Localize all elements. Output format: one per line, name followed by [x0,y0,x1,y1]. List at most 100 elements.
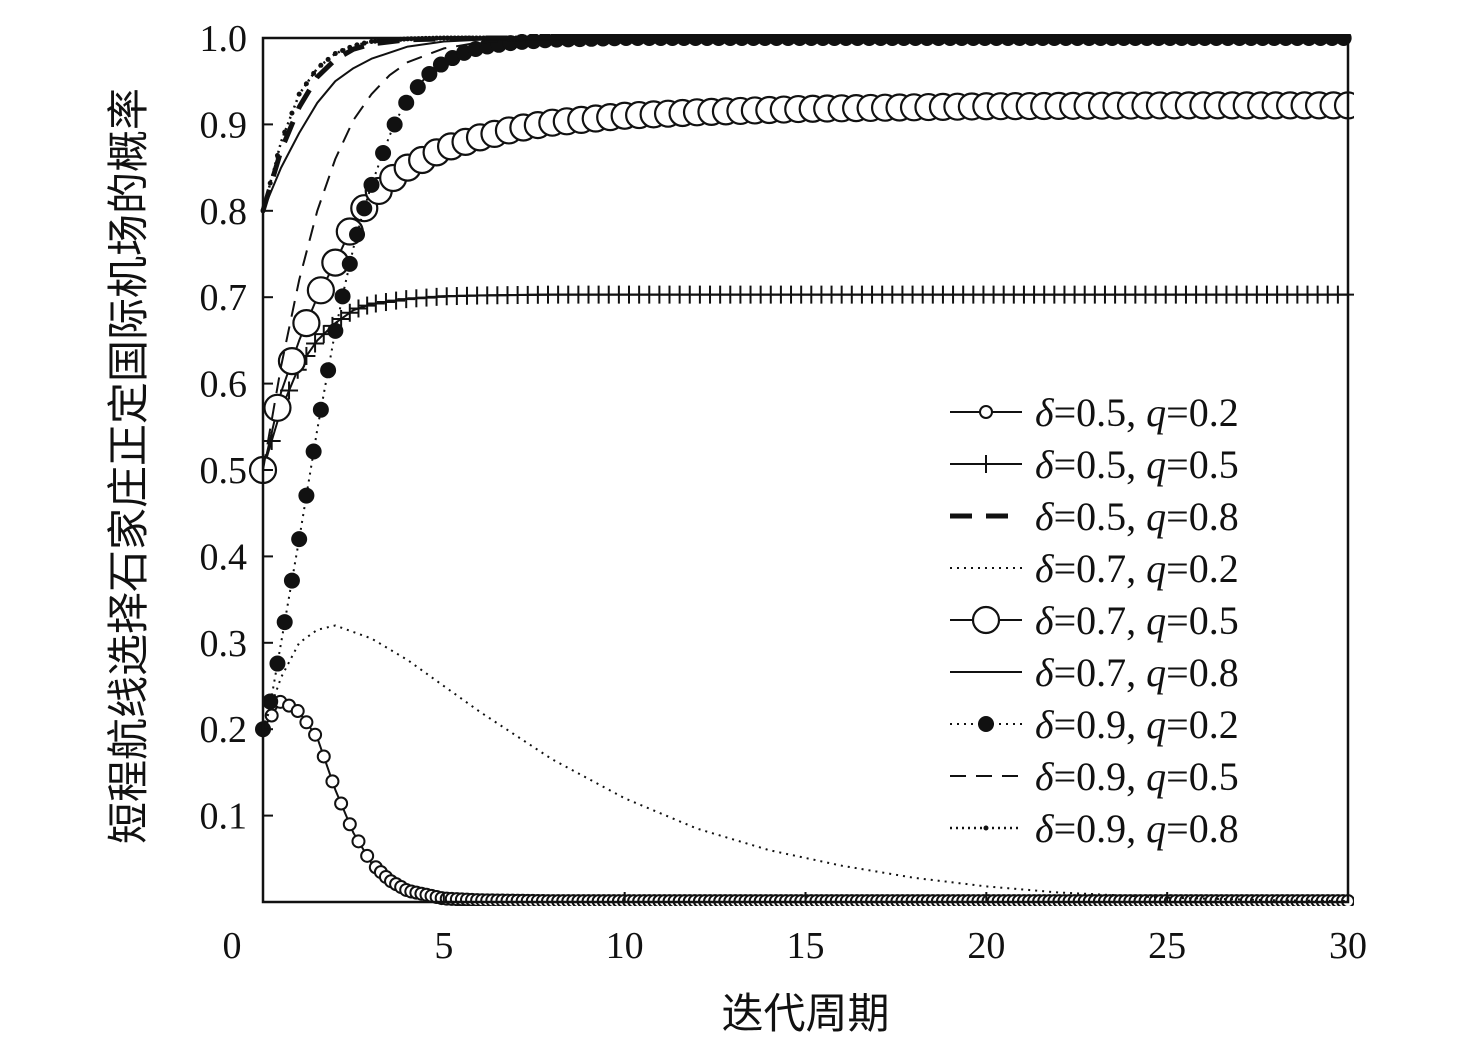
legend-q-symbol: q [1146,702,1166,747]
x-axis-label: 迭代周期 [721,992,889,1038]
data-point [262,693,279,710]
ticks-layer: 0 5 10 15 20 25 30 0.1 0.2 0.3 0.4 0.5 0.6 0.7 0.8 0.9 1… [200,18,1368,967]
y-tick-label: 0.7 [200,277,248,319]
data-point [334,288,351,305]
data-point [375,145,392,162]
data-point [296,91,302,97]
series-line [262,624,1349,903]
legend-item: δ=0.7, q=0.5 [950,598,1239,643]
legend-item: δ=0.5, q=0.2 [950,390,1239,435]
data-point [398,94,415,111]
legend-item: δ=0.9, q=0.2 [950,702,1239,747]
legend-q-symbol: q [1146,442,1166,487]
data-point [283,572,300,589]
x-tick-label: 25 [1148,925,1186,967]
x-tick-label: 10 [606,925,644,967]
legend-delta-value: =0.7, [1054,598,1147,643]
data-point [342,817,357,832]
series-dotted-small-dot [260,35,1351,214]
legend-q-symbol: q [1146,546,1166,591]
data-point [320,362,337,379]
data-point [334,796,349,811]
legend-delta-symbol: δ [1035,650,1055,695]
data-point [354,42,360,48]
legend-delta-symbol: δ [1035,390,1055,435]
legend-q-value: =0.8 [1166,494,1239,539]
legend-q-symbol: q [1146,390,1166,435]
data-point [282,129,288,135]
data-point [979,405,993,419]
legend-q-value: =0.5 [1166,598,1239,643]
data-point [349,226,366,243]
legend-q-value: =0.5 [1166,442,1239,487]
data-point [291,531,308,548]
legend-delta-value: =0.7, [1054,650,1147,695]
legend-item: δ=0.9, q=0.5 [950,754,1239,799]
data-point [360,848,375,863]
legend-delta-value: =0.5, [1054,494,1147,539]
x-tick-label: 20 [967,925,1005,967]
legend-delta-symbol: δ [1035,598,1055,643]
data-point [264,708,279,723]
data-point [299,715,314,730]
data-point [361,40,367,46]
y-tick-label: 0.3 [200,623,248,665]
legend-item: δ=0.7, q=0.2 [950,546,1239,591]
data-point [421,65,438,82]
data-point [263,393,292,422]
data-point [358,296,377,315]
data-point [363,176,380,193]
legend-q-symbol: q [1146,754,1166,799]
data-point [340,47,346,53]
legend-delta-symbol: δ [1035,702,1055,747]
data-point [332,51,338,57]
legend-q-symbol: q [1146,650,1166,695]
legend-label: δ=0.5, q=0.5 [1035,442,1239,487]
data-point [292,309,321,338]
legend-delta-value: =0.9, [1054,702,1147,747]
legend-label: δ=0.7, q=0.2 [1035,546,1239,591]
data-point [372,38,378,44]
data-point [290,704,305,719]
legend-q-symbol: q [1146,598,1166,643]
data-point [369,38,374,44]
legend-delta-symbol: δ [1035,546,1055,591]
data-point [409,79,426,96]
legend-label: δ=0.5, q=0.2 [1035,390,1239,435]
legend-delta-symbol: δ [1035,754,1055,799]
legend-item: δ=0.5, q=0.5 [950,442,1239,487]
y-tick-label: 0.1 [200,796,248,838]
legend-label: δ=0.7, q=0.8 [1035,650,1239,695]
data-point [306,334,325,353]
legend-item: δ=0.7, q=0.8 [950,650,1239,695]
legend-q-value: =0.8 [1166,806,1239,851]
data-point [356,200,373,217]
y-axis-label: 短程航线选择石家庄正定国际机场的概率 [106,88,153,844]
y-tick-label: 0.2 [200,709,248,751]
y-tick-label: 0.5 [200,450,248,492]
legend-item: δ=0.9, q=0.8 [950,806,1239,851]
legend-q-value: =0.5 [1166,754,1239,799]
data-point [289,110,295,116]
data-point [303,81,309,87]
series-line [262,37,1348,471]
data-point [341,255,358,272]
legend-label: δ=0.7, q=0.5 [1035,598,1239,643]
legend-delta-value: =0.9, [1054,806,1147,851]
series-line [260,35,1348,212]
x-tick-label: 5 [434,925,453,967]
data-point [366,294,385,313]
data-point [269,655,286,672]
data-point [376,293,395,312]
series-large-circle-solid [249,91,1354,485]
legend-label: δ=0.9, q=0.8 [1035,806,1239,851]
data-point [340,303,359,322]
data-point [267,180,273,186]
data-point [978,716,994,732]
data-point [276,614,293,631]
data-point [347,44,353,50]
legend-delta-value: =0.7, [1054,546,1147,591]
data-point [318,62,324,68]
data-point [349,299,368,318]
data-point [316,749,331,764]
